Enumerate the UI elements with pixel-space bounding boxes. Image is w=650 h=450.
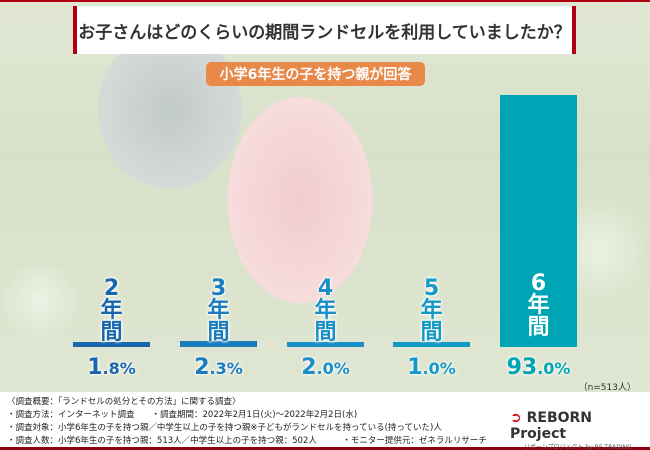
bar xyxy=(73,342,150,347)
category-char: 5 xyxy=(423,276,440,301)
reborn-logo: ➲ REBORN Project リボーンプロジェクト by RE TRADIN… xyxy=(510,410,640,450)
logo-text: REBORN Project xyxy=(510,410,593,442)
value-integer: 2 xyxy=(301,355,317,380)
value-decimal: .3% xyxy=(209,359,243,378)
footer-line: ・調査方法：インターネット調査 ・調査期間：2022年2月1日(火)～2022年… xyxy=(7,410,358,420)
value-integer: 1 xyxy=(87,355,103,380)
value-decimal: .0% xyxy=(422,359,456,378)
category-char: 2 xyxy=(103,276,120,301)
value-decimal: .8% xyxy=(102,359,136,378)
respondent-badge: 小学6年生の子を持つ親が回答 xyxy=(206,62,425,86)
category-char: 6 xyxy=(530,271,547,296)
value-label: 2.0% xyxy=(287,355,364,380)
footer-line: ・調査人数：小学6年生の子を持つ親：513人／中学生以上の子を持つ親：502人 … xyxy=(7,436,487,446)
value-label: 1.8% xyxy=(73,355,150,380)
footer: 〈調査概要：「ランドセルの処分とその方法」に関する調査〉 ・調査方法：インターネ… xyxy=(0,392,650,450)
value-integer: 1 xyxy=(407,355,423,380)
value-integer: 93 xyxy=(506,355,538,380)
sample-size-note: （n=513人） xyxy=(578,383,636,393)
category-char: 年 xyxy=(527,293,550,318)
value-decimal: .0% xyxy=(316,359,350,378)
value-decimal: .0% xyxy=(537,359,571,378)
logo-subtext: リボーンプロジェクト by RE TRADING xyxy=(524,444,632,450)
bar xyxy=(500,95,577,347)
chart-title: お子さんはどのくらいの期間ランドセルを利用していましたか？ xyxy=(73,6,576,54)
value-label: 1.0% xyxy=(393,355,470,380)
category-char: 3 xyxy=(210,276,227,301)
category-char: 年 xyxy=(100,298,123,323)
category-char: 4 xyxy=(317,276,334,301)
bar xyxy=(287,341,364,347)
footer-line: 〈調査概要：「ランドセルの処分とその方法」に関する調査〉 xyxy=(7,397,241,407)
footer-line: ・調査対象：小学6年生の子を持つ親／中学生以上の子を持つ親※子どもがランドセルを… xyxy=(7,423,442,433)
value-integer: 2 xyxy=(194,355,210,380)
category-char: 年 xyxy=(314,298,337,323)
value-label: 93.0% xyxy=(500,355,577,380)
bar xyxy=(180,340,257,347)
category-char: 年 xyxy=(420,298,443,323)
category-char: 年 xyxy=(207,298,230,323)
category-char: 間 xyxy=(420,320,443,345)
bar xyxy=(393,342,470,347)
category-char: 間 xyxy=(207,320,230,345)
logo-mark-icon: ➲ xyxy=(510,410,522,426)
category-char: 間 xyxy=(100,320,123,345)
category-char: 間 xyxy=(527,315,550,340)
top-accent-line xyxy=(0,0,650,2)
category-char: 間 xyxy=(314,320,337,345)
value-label: 2.3% xyxy=(180,355,257,380)
